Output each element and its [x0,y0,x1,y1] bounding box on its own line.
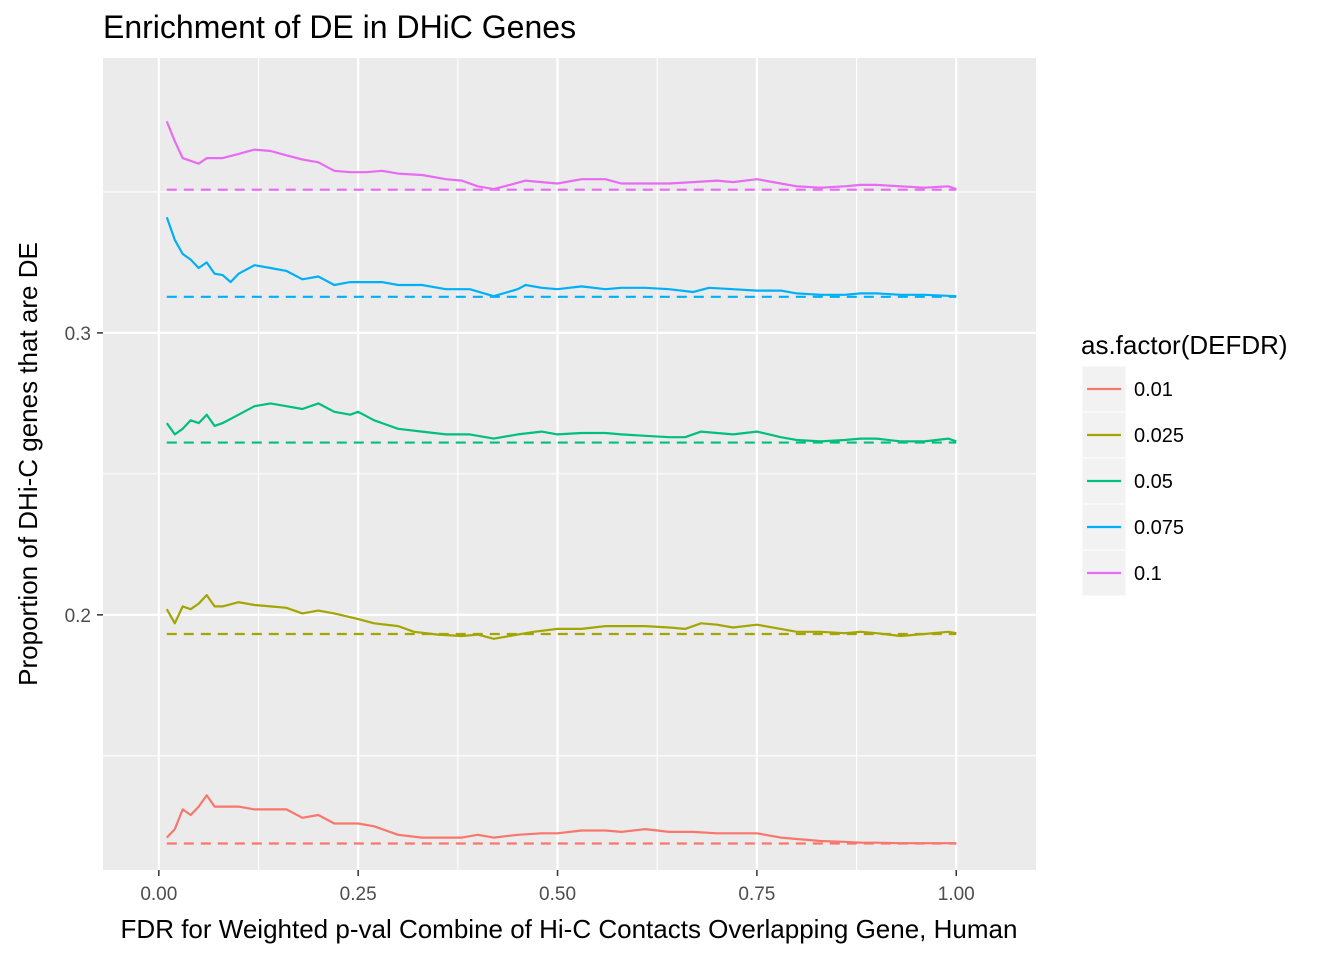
y-tick-label: 0.3 [65,324,91,345]
legend-label-0.1: 0.1 [1134,563,1162,585]
plot-panel [103,58,1036,870]
x-tick-label: 0.50 [539,884,576,905]
legend-label-0.01: 0.01 [1134,379,1173,401]
series-line-0.025 [165,594,957,640]
major-gridlines [103,58,1036,870]
minor-gridlines [103,58,1036,870]
y-axis: 0.2 0.3 [65,324,103,627]
legend: as.factor(DEFDR) 0.01 0.025 0.05 0.075 0.1 [1081,330,1288,597]
series-line-0.05 [165,402,957,443]
series-line-0.1 [165,120,957,191]
x-tick-label: 0.75 [738,884,775,905]
legend-label-0.025: 0.025 [1134,425,1184,447]
legend-label-0.05: 0.05 [1134,471,1173,493]
series-line-0.01 [165,794,957,845]
x-axis: 0.00 0.25 0.50 0.75 1.00 [140,870,975,905]
legend-title: as.factor(DEFDR) [1081,330,1288,360]
legend-items: 0.01 0.025 0.05 0.075 0.1 [1081,365,1184,597]
x-tick-label: 0.00 [140,884,177,905]
x-tick-label: 0.25 [340,884,377,905]
baseline-dashed-lines [166,188,957,845]
chart-title: Enrichment of DE in DHiC Genes [103,9,576,45]
series-lines [165,120,957,845]
x-axis-title: FDR for Weighted p-val Combine of Hi-C C… [121,914,1018,944]
series-line-0.075 [165,216,957,298]
x-tick-label: 1.00 [938,884,975,905]
legend-label-0.075: 0.075 [1134,517,1184,539]
y-tick-label: 0.2 [65,606,91,627]
y-axis-title: Proportion of DHi-C genes that are DE [13,242,43,686]
